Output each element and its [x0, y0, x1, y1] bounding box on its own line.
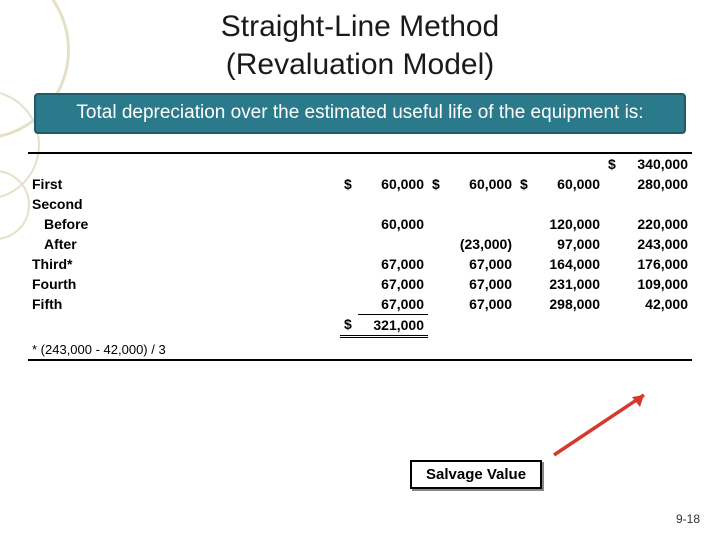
accum-dep: 298,000 [534, 294, 604, 315]
row-label: First [28, 174, 340, 194]
book-value: 243,000 [622, 234, 692, 254]
sl-dep: 67,000 [446, 274, 516, 294]
callout-text: Total depreciation over the estimated us… [76, 102, 643, 123]
accum-dep: 120,000 [534, 214, 604, 234]
table-footnote: * (243,000 - 42,000) / 3 [28, 336, 692, 360]
row-label: Fifth [28, 294, 340, 315]
sl-dep [446, 214, 516, 234]
sl-dep: 67,000 [446, 294, 516, 315]
row-label: Second [28, 194, 340, 214]
book-value: 42,000 [622, 294, 692, 315]
row-label: Third* [28, 254, 340, 274]
accum-dep: 231,000 [534, 274, 604, 294]
sl-dep: 67,000 [446, 254, 516, 274]
total-depreciation: 321,000 [358, 314, 428, 336]
title-line-1: Straight-Line Method [0, 8, 720, 46]
book-value: 109,000 [622, 274, 692, 294]
accum-dep: 97,000 [534, 234, 604, 254]
sl-dep [446, 194, 516, 214]
accum-dep: 60,000 [534, 174, 604, 194]
slide-number: 9-18 [676, 512, 700, 526]
row-label: Fourth [28, 274, 340, 294]
sl-dep: (23,000) [446, 234, 516, 254]
title-line-2: (Revaluation Model) [0, 46, 720, 84]
annual-dep: 67,000 [358, 294, 428, 315]
annual-dep [358, 234, 428, 254]
annual-dep: 67,000 [358, 274, 428, 294]
sl-dep: 60,000 [446, 174, 516, 194]
salvage-value-label: Salvage Value [410, 460, 542, 489]
annual-dep: 60,000 [358, 214, 428, 234]
book-value: 280,000 [622, 174, 692, 194]
book-value [622, 194, 692, 214]
row-label: Before [28, 214, 340, 234]
annual-dep: 67,000 [358, 254, 428, 274]
arrow-icon [544, 385, 664, 465]
salvage-text: Salvage Value [426, 466, 526, 483]
slide-title: Straight-Line Method (Revaluation Model) [0, 0, 720, 83]
annual-dep: 60,000 [358, 174, 428, 194]
accum-dep: 164,000 [534, 254, 604, 274]
accum-dep [534, 194, 604, 214]
row-label: After [28, 234, 340, 254]
depreciation-table: $340,000First$60,000$60,000$60,000280,00… [28, 152, 692, 361]
book-value: 176,000 [622, 254, 692, 274]
book-value: 220,000 [622, 214, 692, 234]
annual-dep [358, 194, 428, 214]
callout-box: Total depreciation over the estimated us… [34, 93, 686, 134]
